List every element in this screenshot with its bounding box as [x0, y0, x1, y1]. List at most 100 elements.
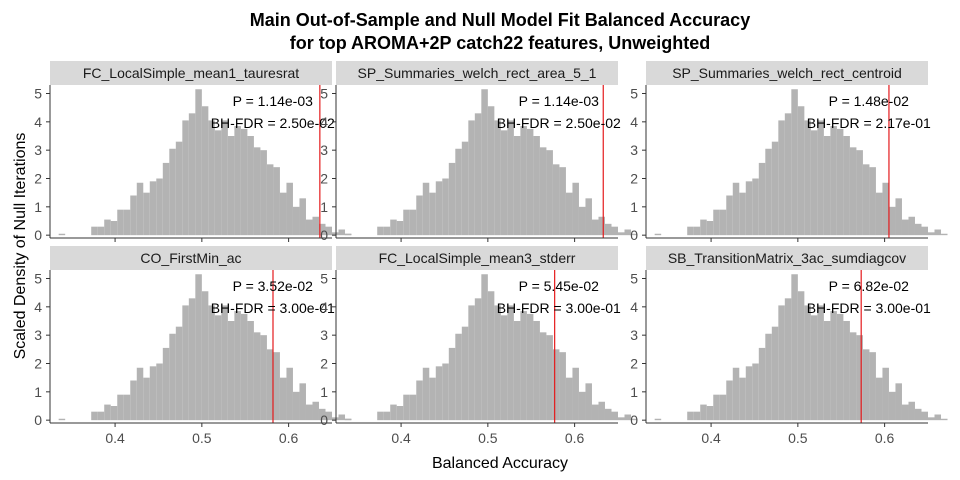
histogram-bar — [830, 311, 837, 421]
histogram-bar — [771, 326, 779, 421]
histogram-bar — [214, 315, 222, 421]
histogram-bar — [240, 128, 248, 236]
histogram-bar — [383, 411, 391, 421]
histogram-bar — [221, 120, 228, 236]
y-tick-label: 5 — [630, 271, 638, 287]
histogram-bar — [810, 315, 818, 421]
histogram-bar — [739, 377, 746, 421]
bh-fdr-annotation: BH-FDR = 3.00e-01 — [211, 300, 335, 316]
histogram-bar — [253, 332, 261, 421]
histogram-bar — [559, 167, 566, 236]
y-tick-label: 0 — [630, 227, 638, 243]
histogram-bar — [182, 305, 189, 421]
histogram-bar — [726, 195, 733, 236]
histogram-bar — [901, 404, 909, 421]
histogram-bar — [752, 363, 759, 421]
histogram-bar — [618, 232, 625, 236]
histogram-bar — [448, 162, 456, 236]
facet-panel: CO_FirstMin_ac P = 3.52e-02 BH-FDR = 3.00e… — [34, 246, 352, 446]
histogram-bar — [182, 120, 189, 236]
facet-strip — [50, 61, 332, 85]
histogram-bar — [481, 274, 488, 421]
histogram-bar — [487, 291, 495, 421]
histogram-bar — [188, 298, 196, 421]
histogram-bar — [585, 198, 592, 236]
facet-strip-label: FC_LocalSimple_mean1_tauresrat — [83, 65, 299, 81]
facet-strip — [646, 61, 928, 85]
histogram-bar — [706, 221, 714, 236]
histogram-bar — [546, 335, 553, 421]
histogram-bar — [149, 366, 157, 421]
histogram-bar — [771, 141, 779, 236]
histogram-bar — [422, 182, 430, 236]
p-value-annotation: P = 1.14e-03 — [519, 93, 600, 109]
histogram-bar — [611, 411, 618, 421]
histogram-bar — [539, 332, 547, 421]
histogram-bar — [273, 167, 280, 236]
histogram-bar — [253, 147, 261, 236]
histogram-bar — [481, 89, 488, 236]
histogram-bar — [585, 383, 592, 421]
histogram-bar — [778, 305, 785, 421]
histogram-bar — [533, 321, 540, 421]
histogram-bar — [604, 223, 612, 236]
histogram-bar — [461, 326, 469, 421]
histogram-bar — [110, 406, 118, 421]
facet-strip-label: CO_FirstMin_ac — [140, 250, 241, 266]
histogram-bar — [195, 89, 202, 236]
histogram-bar — [732, 367, 740, 421]
x-tick-label: 0.5 — [192, 430, 212, 446]
histogram-bar — [934, 229, 942, 236]
x-tick-label: 0.5 — [788, 430, 808, 446]
facet-panels: FC_LocalSimple_mean1_tauresrat P = 1.14e-… — [34, 61, 948, 446]
histogram-bar — [435, 366, 443, 421]
histogram-bar — [693, 411, 701, 421]
y-tick-label: 5 — [320, 271, 328, 287]
y-tick-label: 2 — [320, 356, 328, 372]
histogram-bar — [862, 349, 870, 421]
histogram-bar — [208, 305, 215, 421]
y-tick-label: 5 — [320, 86, 328, 102]
histogram-bar — [654, 233, 662, 236]
histogram-bar — [143, 377, 150, 421]
histogram-bar — [928, 417, 935, 421]
y-tick-label: 0 — [320, 227, 328, 243]
histogram-bar — [719, 209, 727, 236]
histogram-bar — [429, 377, 436, 421]
y-tick-label: 1 — [34, 199, 42, 215]
facet-strip — [336, 61, 618, 85]
histogram-bar — [416, 380, 423, 421]
y-tick-label: 4 — [34, 299, 42, 315]
histogram-bar — [901, 219, 909, 236]
histogram-bar — [823, 136, 831, 236]
histogram-bar — [201, 291, 209, 421]
histogram-bar — [598, 401, 605, 421]
facet-strip — [646, 246, 928, 270]
histogram-bar — [546, 150, 553, 236]
histogram-bar — [91, 226, 98, 236]
histogram-bar — [104, 404, 111, 421]
y-tick-label: 2 — [34, 356, 42, 372]
histogram-bar — [260, 150, 267, 236]
y-tick-label: 3 — [320, 142, 328, 158]
histogram-bar — [409, 394, 417, 421]
histogram-bar — [941, 233, 948, 236]
histogram-bar — [461, 141, 469, 236]
histogram-bar — [227, 136, 235, 236]
histogram-bar — [520, 311, 527, 421]
histogram-bar — [565, 377, 573, 421]
y-tick-label: 3 — [320, 327, 328, 343]
histogram-bar — [227, 321, 235, 421]
histogram-bar — [810, 130, 818, 236]
facet-strip-label: FC_LocalSimple_mean3_stderr — [379, 250, 576, 266]
histogram-bar — [377, 411, 384, 421]
bh-fdr-annotation: BH-FDR = 3.00e-01 — [497, 300, 621, 316]
histogram-bar — [136, 182, 144, 236]
histogram-bar — [325, 411, 332, 421]
x-axis-label: Balanced Accuracy — [432, 455, 568, 472]
histogram-bar — [856, 150, 863, 236]
histogram-bar — [332, 417, 339, 421]
histogram-bar — [726, 380, 733, 421]
histogram-bar — [162, 347, 170, 421]
histogram-bar — [390, 404, 397, 421]
